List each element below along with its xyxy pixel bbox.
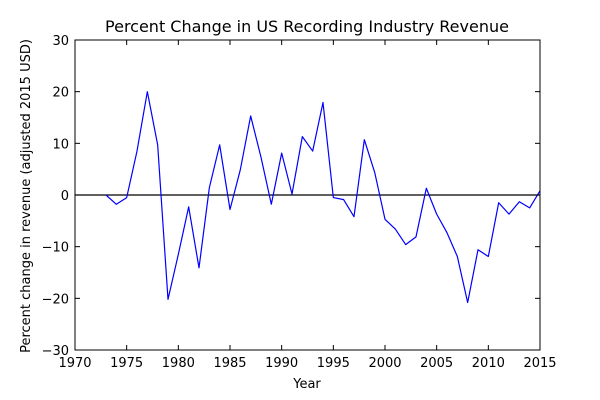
x-tick-label: 1990 (265, 356, 298, 371)
y-axis-label: Percent change in revenue (adjusted 2015… (19, 39, 34, 353)
x-tick-label: 2005 (420, 356, 453, 371)
x-tick-label: 1975 (110, 356, 143, 371)
y-tick-label: −10 (42, 241, 69, 256)
y-tick-label: 10 (52, 137, 69, 152)
y-axis: 30 20 10 0 −10 −20 −30 (42, 34, 540, 359)
x-tick-label: 1970 (58, 356, 91, 371)
x-tick-label: 2015 (523, 356, 556, 371)
y-tick-label: −20 (42, 292, 69, 307)
x-tick-label: 1985 (213, 356, 246, 371)
x-tick-label: 2000 (368, 356, 401, 371)
series-line (105, 91, 541, 304)
x-tick-label: 1995 (317, 356, 350, 371)
chart-title: Percent Change in US Recording Industry … (105, 17, 509, 36)
y-tick-label: 20 (52, 86, 69, 101)
x-axis-label: Year (292, 377, 321, 392)
y-tick-label: 30 (52, 34, 69, 49)
x-tick-label: 1980 (162, 356, 195, 371)
y-tick-label: 0 (61, 189, 69, 204)
x-tick-label: 2010 (472, 356, 505, 371)
y-tick-label: −30 (42, 344, 69, 359)
x-axis: 1970 1975 1980 1985 1990 1995 2000 2005 2010 2015 (58, 40, 557, 371)
